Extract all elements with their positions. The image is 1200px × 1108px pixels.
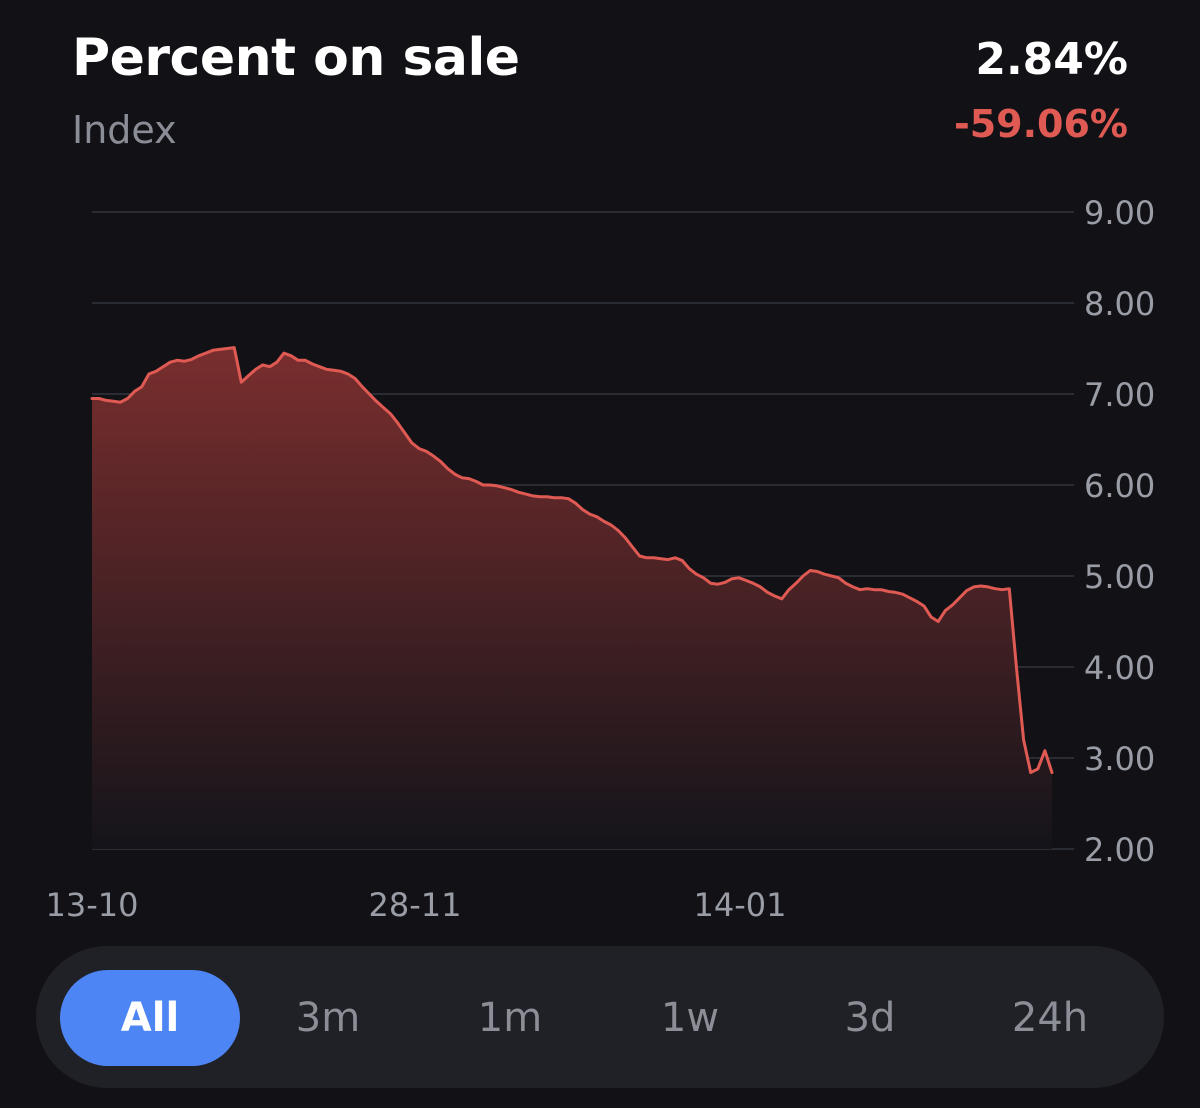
range-tab-24h[interactable]: 24h bbox=[1011, 995, 1089, 1041]
y-tick-label: 8.00 bbox=[1084, 285, 1155, 323]
price-chart[interactable]: 9.00 8.00 7.00 6.00 5.00 4.00 3.00 2.00 13-10 28-… bbox=[0, 0, 1200, 940]
series-area bbox=[92, 347, 1052, 849]
y-tick-label: 6.00 bbox=[1084, 467, 1155, 505]
range-tab-3m[interactable]: 3m bbox=[295, 995, 361, 1041]
range-tab-1w[interactable]: 1w bbox=[660, 995, 720, 1041]
y-tick-label: 5.00 bbox=[1084, 558, 1155, 596]
y-tick-label: 3.00 bbox=[1084, 740, 1155, 778]
range-tab-all[interactable]: All bbox=[60, 970, 240, 1066]
y-tick-label: 4.00 bbox=[1084, 649, 1155, 687]
x-tick-label: 13-10 bbox=[46, 886, 139, 924]
y-tick-label: 7.00 bbox=[1084, 376, 1155, 414]
change-percent: -59.06% bbox=[953, 102, 1128, 146]
range-tab-3d[interactable]: 3d bbox=[844, 995, 896, 1041]
current-value: 2.84% bbox=[975, 34, 1128, 85]
x-tick-label: 14-01 bbox=[694, 886, 787, 924]
series-line bbox=[90, 346, 1054, 775]
y-tick-label: 2.00 bbox=[1084, 831, 1155, 869]
range-tab-1m[interactable]: 1m bbox=[477, 995, 543, 1041]
page-subtitle: Index bbox=[72, 108, 177, 152]
page-title: Percent on sale bbox=[72, 28, 520, 88]
x-tick-label: 28-11 bbox=[369, 886, 462, 924]
y-tick-label: 9.00 bbox=[1084, 194, 1155, 232]
time-range-selector: All 3m 1m 1w 3d 24h bbox=[36, 946, 1164, 1088]
